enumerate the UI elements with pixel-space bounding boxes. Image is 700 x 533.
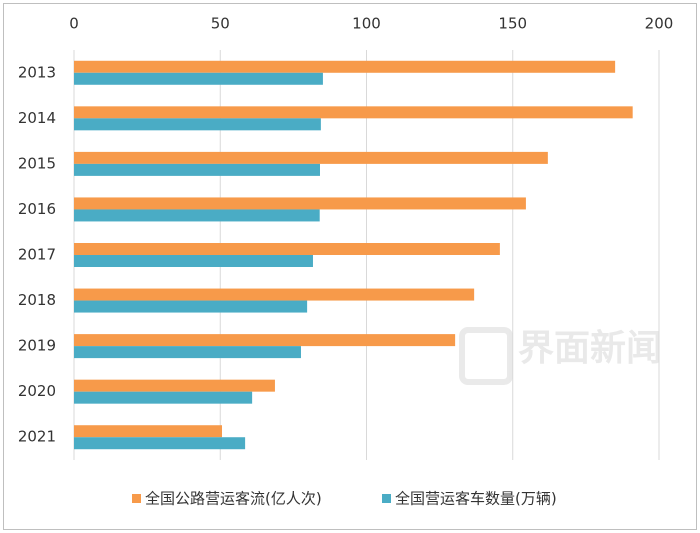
- y-tick-label: 2015: [18, 154, 56, 172]
- bar: [74, 300, 308, 313]
- y-tick-label: 2020: [18, 382, 56, 400]
- bar: [74, 209, 320, 222]
- legend-swatch: [132, 494, 141, 503]
- bar: [74, 118, 321, 131]
- bar: [74, 151, 548, 164]
- x-tick-label: 200: [645, 15, 674, 33]
- y-tick-label: 2014: [18, 109, 56, 127]
- bar: [74, 60, 616, 73]
- bar: [74, 425, 223, 438]
- bar: [74, 243, 500, 255]
- bar: [74, 346, 301, 359]
- x-tick-label: 150: [498, 15, 527, 33]
- x-tick-label: 50: [211, 15, 230, 33]
- y-tick-label: 2021: [18, 428, 56, 446]
- legend-label: 全国营运客车数量(万辆): [395, 490, 557, 508]
- x-tick-label: 100: [352, 15, 381, 33]
- bar: [74, 197, 526, 210]
- bar: [74, 163, 320, 176]
- bar: [74, 255, 313, 267]
- legend-swatch: [382, 494, 391, 503]
- bar: [74, 288, 475, 301]
- y-tick-label: 2017: [18, 246, 56, 264]
- y-tick-label: 2018: [18, 291, 56, 309]
- bar: [74, 334, 456, 347]
- y-tick-label: 2016: [18, 200, 56, 218]
- watermark-logo: [459, 327, 513, 385]
- bar: [74, 106, 633, 119]
- watermark-text: 界面新闻: [518, 328, 662, 369]
- x-tick-label: 0: [69, 15, 79, 33]
- bar: [74, 437, 246, 450]
- y-tick-label: 2019: [18, 337, 56, 355]
- bar: [74, 379, 275, 392]
- bar: [74, 391, 253, 404]
- bar: [74, 72, 323, 85]
- legend-label: 全国公路营运客流(亿人次): [145, 490, 322, 508]
- watermark: 界面新闻: [459, 327, 662, 385]
- y-tick-label: 2013: [18, 63, 56, 81]
